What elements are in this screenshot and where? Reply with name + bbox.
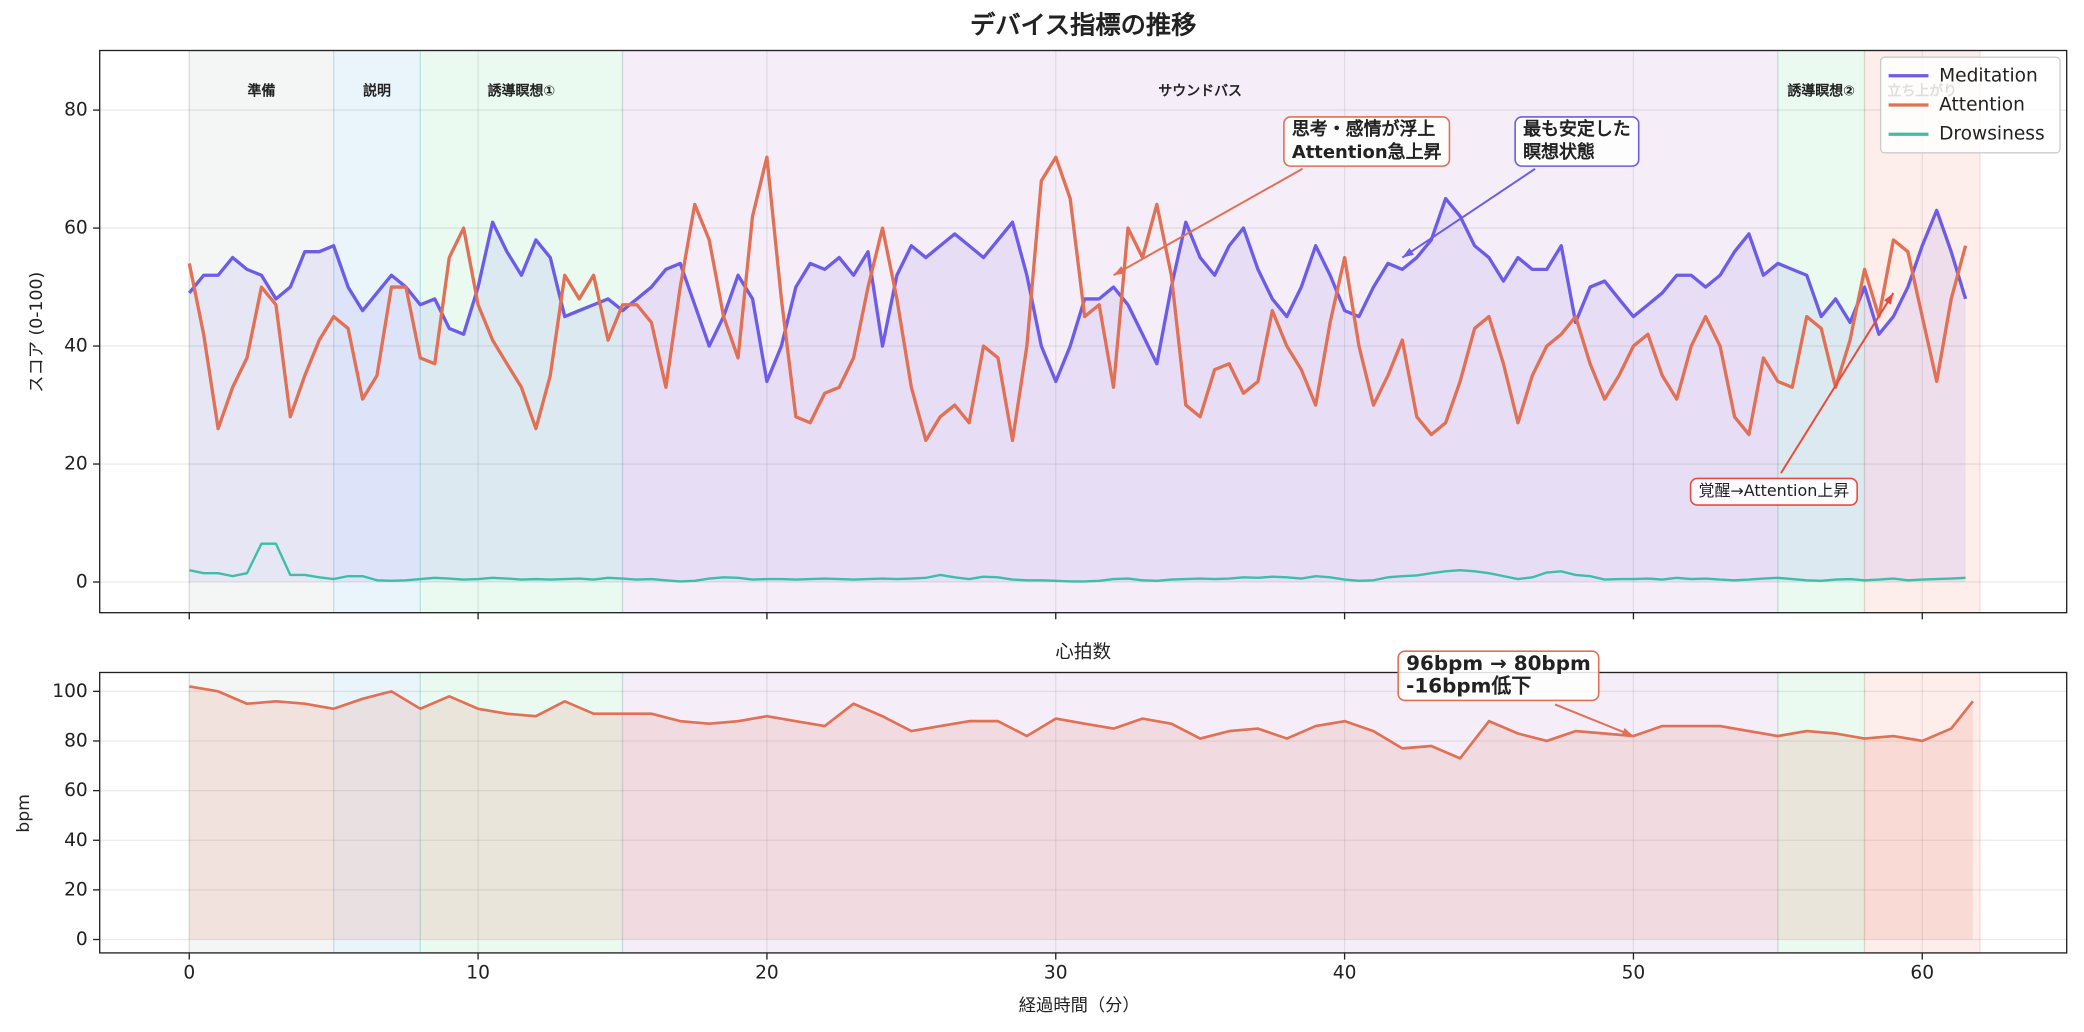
phase-label: 誘導瞑想② xyxy=(1787,83,1855,100)
phase-region xyxy=(621,672,1779,953)
plot-area xyxy=(99,50,2067,613)
phase-region xyxy=(1863,672,1981,953)
phase-region xyxy=(188,672,335,953)
y-tick-label: 60 xyxy=(64,218,88,239)
arrow-head xyxy=(1402,247,1414,258)
annotation-text: 96bpm → 80bpm xyxy=(1406,652,1591,675)
annotation-text: 思考・感情が浮上 xyxy=(1292,118,1436,140)
series-line xyxy=(187,196,1968,384)
series-line xyxy=(189,685,1974,760)
y-tick-label: 40 xyxy=(64,336,88,357)
arrow-head xyxy=(1621,728,1634,737)
legend-label: Meditation xyxy=(1939,65,2038,86)
x-tick-label: 50 xyxy=(1622,962,1646,983)
legend-label: Drowsiness xyxy=(1939,124,2045,145)
phase-label: サウンドバス xyxy=(1158,84,1242,100)
phase-label: 説明 xyxy=(363,83,391,100)
phase-label: 誘導瞑想① xyxy=(488,83,556,100)
annotation-arrow xyxy=(1554,703,1634,737)
y-axis-label: スコア (0-100) xyxy=(27,272,47,393)
phase-region xyxy=(419,672,624,953)
y-tick-label: 40 xyxy=(64,830,88,851)
y-tick-label: 60 xyxy=(64,780,88,801)
legend-box xyxy=(1879,56,2061,154)
series-area xyxy=(189,686,1973,940)
phase-region xyxy=(188,50,335,613)
series-line xyxy=(187,155,1968,443)
series-area xyxy=(189,198,1966,583)
plot-frame xyxy=(99,671,2068,954)
phase-label: 準備 xyxy=(248,83,276,100)
annotation-text: 覚醒→Attention上昇 xyxy=(1699,481,1850,500)
subplot-title: 心拍数 xyxy=(1055,642,1111,663)
annotation-box xyxy=(1514,116,1640,167)
annotation-text: -16bpm低下 xyxy=(1406,674,1531,698)
y-axis-label: bpm xyxy=(14,794,34,833)
x-tick-label: 30 xyxy=(1044,962,1068,983)
x-axis-label: 経過時間（分） xyxy=(1019,996,1140,1016)
annotation-text: Attention急上昇 xyxy=(1292,141,1442,163)
annotation-arrow xyxy=(1780,292,1895,474)
y-tick-label: 80 xyxy=(64,730,88,751)
plot-frame xyxy=(99,49,2068,614)
annotation-arrow xyxy=(1113,167,1303,277)
chart-title: デバイス指標の推移 xyxy=(970,11,1197,40)
y-tick-label: 20 xyxy=(64,879,88,900)
x-tick-label: 60 xyxy=(1910,962,1934,983)
annotation-box xyxy=(1283,116,1451,167)
phase-region xyxy=(333,672,421,953)
legend-label: Attention xyxy=(1939,94,2025,115)
y-tick-label: 0 xyxy=(76,572,88,593)
y-tick-label: 80 xyxy=(64,100,88,121)
annotation-arrow xyxy=(1401,167,1536,259)
series-line xyxy=(189,542,1966,583)
y-tick-label: 0 xyxy=(76,929,88,950)
arrow-head xyxy=(1113,266,1126,276)
phase-region xyxy=(1777,672,1866,953)
annotation-box xyxy=(1689,477,1858,506)
x-tick-label: 0 xyxy=(183,962,195,983)
annotation-box xyxy=(1397,650,1600,702)
x-tick-label: 40 xyxy=(1333,962,1357,983)
annotation-text: 最も安定した xyxy=(1523,118,1631,140)
arrow-head xyxy=(1883,292,1894,305)
x-tick-label: 20 xyxy=(755,962,779,983)
y-tick-label: 20 xyxy=(64,454,88,475)
plot-area xyxy=(99,672,2067,953)
y-tick-label: 100 xyxy=(52,681,88,702)
x-tick-label: 10 xyxy=(466,962,490,983)
annotation-text: 瞑想状態 xyxy=(1523,141,1595,163)
